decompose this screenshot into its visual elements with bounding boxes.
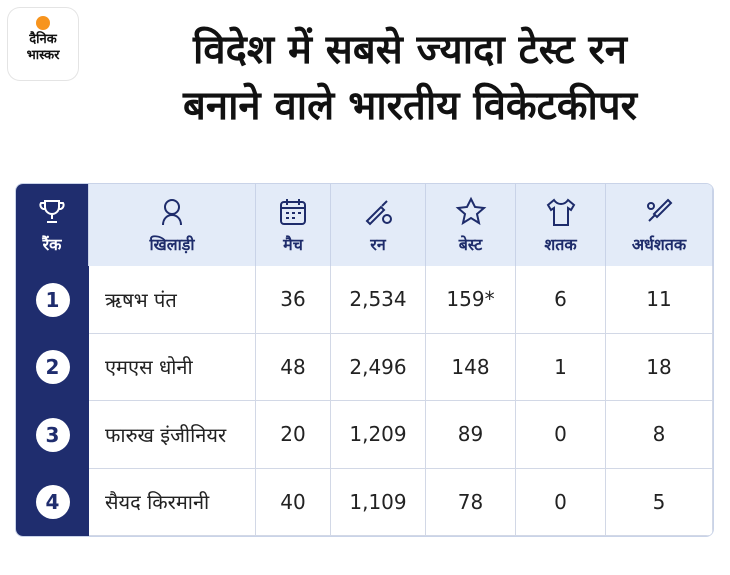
cell-text: 159*: [446, 287, 495, 312]
table-cell: 1,109: [331, 468, 426, 536]
column-header-text: खिलाड़ी: [149, 235, 195, 254]
logo-text: भास्कर: [26, 48, 60, 63]
cell-text: 148: [451, 354, 490, 379]
cell-text: 40: [280, 489, 306, 514]
column-header: खिलाड़ी: [89, 184, 256, 266]
table-cell: 48: [256, 333, 331, 401]
rank-cell: 4: [16, 468, 89, 536]
table-cell: 11: [606, 266, 713, 334]
cell-text: 36: [280, 287, 306, 312]
column-header-text: शतक: [544, 235, 577, 254]
table-cell: 148: [426, 333, 516, 401]
cell-text: ऋषभ पंत: [105, 287, 177, 312]
cell-text: 18: [646, 354, 672, 379]
cell-text: एमएस धोनी: [105, 355, 193, 380]
table-cell: 78: [426, 468, 516, 536]
table: रैंक खिलाड़ी मैच रन बेस्ट शतक अर्धशतक 1 ऋषभ पंत 3…: [15, 183, 714, 537]
table-cell: 20: [256, 401, 331, 469]
logo: दैनिक भास्कर: [8, 8, 78, 80]
rank-cell: 1: [16, 266, 89, 334]
column-header-text: रन: [370, 235, 386, 254]
rank-badge: 1: [35, 282, 70, 317]
table-cell: फारुख इंजीनियर: [89, 401, 256, 469]
cell-text: 48: [280, 354, 306, 379]
cell-text: 6: [554, 287, 567, 312]
cell-text: 8: [652, 422, 666, 447]
header-icon: [455, 196, 486, 226]
cell-text: 5: [652, 489, 666, 514]
cell-text: 20: [280, 422, 306, 447]
column-header-text: अर्धशतक: [631, 235, 687, 254]
rank-cell: 2: [16, 333, 89, 401]
header-icon: [647, 198, 673, 222]
table-cell: 18: [606, 333, 713, 401]
table-cell: 0: [516, 468, 606, 536]
table-cell: 89: [426, 401, 516, 469]
table-cell: 40: [256, 468, 331, 536]
cell-text: 0: [554, 489, 567, 514]
rank-cell: 3: [16, 401, 89, 469]
header-icon: [162, 199, 182, 226]
header-icon: [365, 200, 392, 226]
column-header: रन: [331, 184, 426, 266]
cell-text: 78: [457, 489, 484, 514]
table-cell: 1,209: [331, 401, 426, 469]
cell-text: 11: [646, 287, 672, 312]
table-cell: 6: [516, 266, 606, 334]
title-line: विदेश में सबसे ज्यादा टेस्ट रन: [193, 27, 627, 73]
table-cell: 0: [516, 401, 606, 469]
column-header: बेस्ट: [426, 184, 516, 266]
table-cell: सैयद किरमानी: [89, 468, 256, 536]
rank-badge: 3: [35, 417, 70, 452]
title: विदेश में सबसे ज्यादा टेस्ट रन बनाने वाल…: [90, 22, 730, 134]
cell-text: फारुख इंजीनियर: [105, 422, 227, 447]
table-cell: 1: [516, 333, 606, 401]
column-header-text: रैंक: [42, 235, 62, 254]
column-header-text: बेस्ट: [458, 235, 483, 254]
cell-text: 1: [554, 354, 567, 379]
cell-text: 89: [457, 422, 484, 447]
header-icon: [280, 199, 306, 225]
column-header: मैच: [256, 184, 331, 266]
cell-text: 1,109: [349, 489, 407, 514]
logo-dot: [36, 16, 50, 30]
column-header: शतक: [516, 184, 606, 266]
cell-text: 1,209: [349, 422, 407, 447]
header-icon: [546, 198, 575, 226]
header-icon: [39, 200, 65, 223]
rank-badge: 4: [35, 485, 70, 520]
table-cell: 8: [606, 401, 713, 469]
column-header-text: मैच: [283, 235, 303, 254]
cell-text: 2,534: [349, 287, 407, 312]
table-cell: ऋषभ पंत: [89, 266, 256, 334]
cell-text: 2,496: [349, 354, 407, 379]
column-header: रैंक: [16, 184, 89, 266]
column-header: अर्धशतक: [606, 184, 713, 266]
logo-text: दैनिक: [29, 32, 57, 47]
title-line: बनाने वाले भारतीय विकेटकीपर: [183, 83, 637, 129]
table-cell: 159*: [426, 266, 516, 334]
table-cell: 5: [606, 468, 713, 536]
table-cell: एमएस धोनी: [89, 333, 256, 401]
cell-text: सैयद किरमानी: [105, 490, 210, 515]
table-cell: 2,496: [331, 333, 426, 401]
rank-badge: 2: [35, 350, 70, 385]
table-cell: 36: [256, 266, 331, 334]
table-cell: 2,534: [331, 266, 426, 334]
cell-text: 0: [554, 422, 567, 447]
